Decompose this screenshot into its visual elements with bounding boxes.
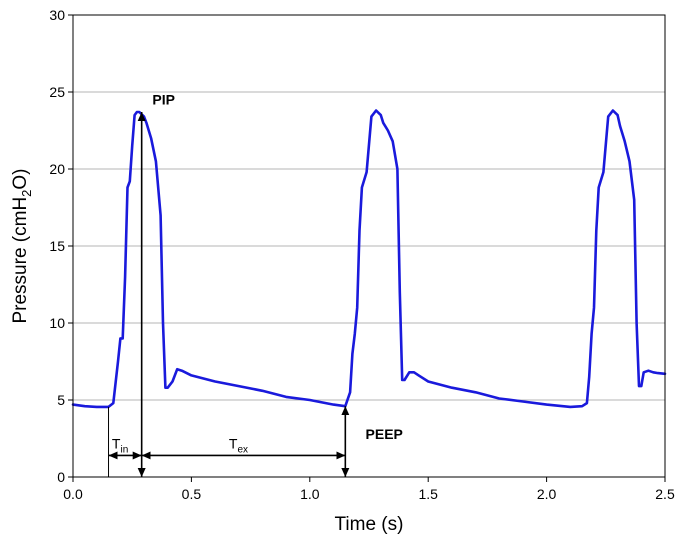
y-tick-label: 20 (49, 161, 65, 177)
x-tick-label: 0.5 (182, 486, 202, 502)
x-tick-label: 2.0 (537, 486, 557, 502)
y-tick-label: 15 (49, 238, 65, 254)
y-tick-label: 5 (57, 392, 65, 408)
x-axis-title: Time (s) (335, 514, 404, 535)
x-tick-label: 0.0 (63, 486, 83, 502)
y-tick-label: 25 (49, 84, 65, 100)
y-tick-label: 30 (49, 7, 65, 23)
y-axis-title: Pressure (cmH2O) (10, 168, 34, 323)
y-tick-label: 10 (49, 315, 65, 331)
x-tick-label: 2.5 (655, 486, 675, 502)
y-tick-label: 0 (57, 469, 65, 485)
peep-label: PEEP (366, 426, 403, 442)
x-tick-label: 1.0 (300, 486, 320, 502)
x-tick-label: 1.5 (418, 486, 438, 502)
pip-label: PIP (152, 91, 175, 107)
pressure-chart: PIPPEEPTin Tex 0510152025300.0 0.5 1.0 1.5 2.… (0, 0, 685, 547)
